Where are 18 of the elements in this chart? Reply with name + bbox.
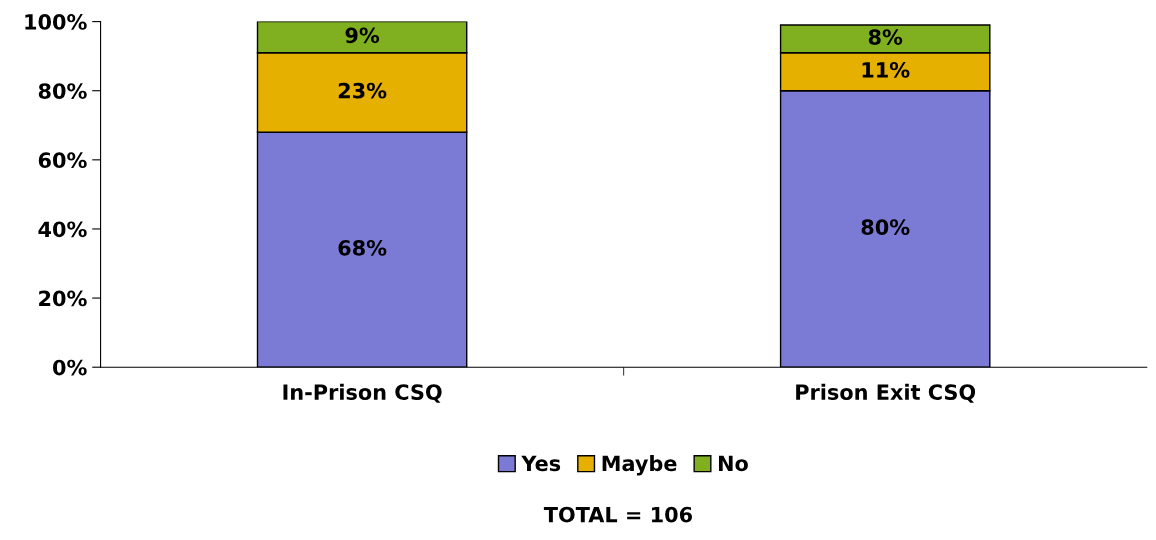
legend-label: Maybe <box>602 455 677 476</box>
x-tick-label: In-Prison CSQ <box>283 383 442 403</box>
text: TOTAL = 106 <box>543 506 693 523</box>
y-tick-label: 0% <box>53 359 87 376</box>
data-label: 8% <box>868 29 903 45</box>
y-tick-label: 80% <box>38 83 87 99</box>
legend-label: Yes <box>521 455 561 472</box>
x-tick-label: Prison Exit CSQ <box>796 383 976 403</box>
y-tick-label: 40% <box>38 221 87 238</box>
y-tick-label: 60% <box>38 152 87 169</box>
data-label: 23% <box>338 82 387 99</box>
legend-label: No <box>718 455 748 472</box>
data-label: 80% <box>861 219 910 235</box>
data-label: 68% <box>338 239 387 256</box>
data-label: 11% <box>862 62 910 78</box>
y-tick-label: 100% <box>25 14 87 30</box>
data-label: 9% <box>345 27 380 44</box>
y-tick-label: 20% <box>39 290 87 307</box>
